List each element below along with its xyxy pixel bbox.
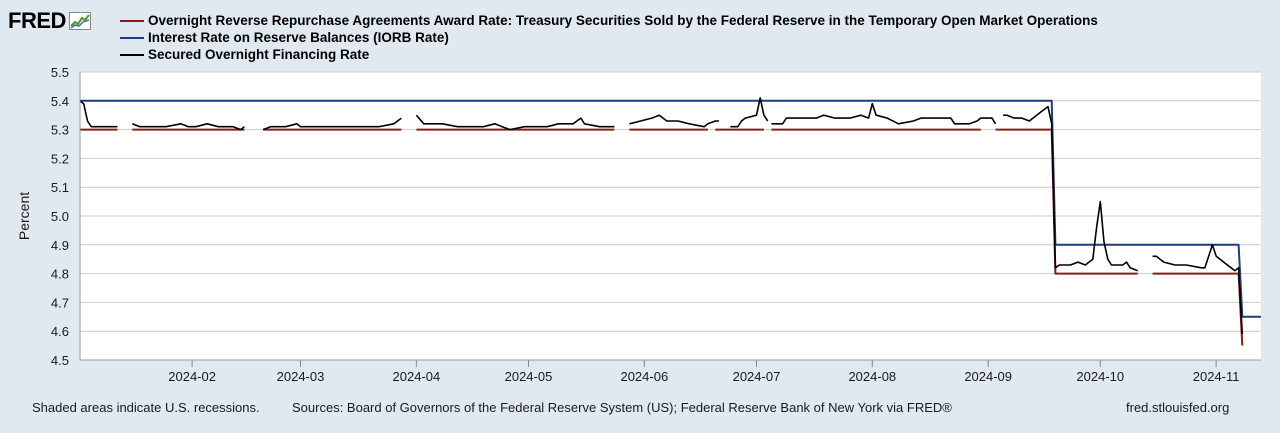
fred-logo[interactable]: FRED	[8, 8, 91, 34]
line-chart-icon	[68, 12, 91, 30]
y-tick-label: 5.2	[51, 151, 69, 166]
legend-label-rrp: Overnight Reverse Repurchase Agreements …	[148, 13, 1098, 28]
x-tick-label: 2024-02	[168, 369, 216, 384]
y-tick-label: 4.5	[51, 353, 69, 368]
x-tick-label: 2024-10	[1076, 369, 1124, 384]
x-tick-label: 2024-11	[1193, 369, 1240, 384]
series-sofr-line	[1003, 105, 1138, 272]
series-iorb-line	[80, 99, 1261, 318]
legend-item-sofr[interactable]: Secured Overnight Financing Rate	[120, 46, 1098, 63]
y-tick-label: 4.9	[51, 238, 69, 253]
source-url-link[interactable]: fred.stlouisfed.org	[1126, 400, 1230, 415]
y-tick-label: 5.1	[51, 180, 69, 195]
series-sofr-line	[415, 114, 615, 131]
series-sofr-line	[262, 117, 402, 131]
x-tick-label: 2024-09	[964, 369, 1012, 384]
series-sofr-line	[629, 114, 720, 128]
y-tick-label: 5.3	[51, 123, 69, 138]
series-sofr-line	[79, 100, 118, 128]
legend-item-iorb[interactable]: Interest Rate on Reserve Balances (IORB …	[120, 29, 1098, 46]
line-chart[interactable]: 4.5 4.6 4.7 4.8 4.9 5.0 5.1 5.2 5.3 5.4 5.5 2024-02…	[0, 0, 1280, 400]
x-tick-label: 2024-04	[393, 369, 441, 384]
y-tick-label: 4.7	[51, 295, 69, 310]
x-tick-label: 2024-08	[848, 369, 896, 384]
x-tick-label: 2024-07	[733, 369, 781, 384]
x-tick-label: 2024-06	[620, 369, 668, 384]
y-axis-label: Percent	[16, 192, 32, 240]
legend-label-iorb: Interest Rate on Reserve Balances (IORB …	[148, 30, 449, 45]
series-sofr-line	[730, 97, 769, 128]
series-sofr-line	[132, 123, 245, 131]
x-tick-label: 2024-05	[505, 369, 553, 384]
legend-swatch-iorb	[120, 36, 144, 39]
legend-swatch-sofr	[120, 53, 144, 56]
series-sofr-line	[771, 102, 997, 125]
y-tick-label: 5.4	[51, 94, 69, 109]
chart-legend: Overnight Reverse Repurchase Agreements …	[120, 12, 1098, 63]
y-tick-label: 5.5	[51, 65, 69, 80]
legend-item-rrp[interactable]: Overnight Reverse Repurchase Agreements …	[120, 12, 1098, 29]
series-sofr-line	[1152, 244, 1244, 335]
axes: 4.5 4.6 4.7 4.8 4.9 5.0 5.1 5.2 5.3 5.4 5.5 2024-02…	[51, 65, 1261, 384]
sources-note: Sources: Board of Governors of the Feder…	[292, 400, 952, 415]
y-tick-label: 5.0	[51, 209, 69, 224]
legend-label-sofr: Secured Overnight Financing Rate	[148, 47, 370, 62]
x-tick-label: 2024-03	[277, 369, 325, 384]
legend-swatch-rrp	[120, 19, 144, 22]
y-tick-label: 4.8	[51, 267, 69, 282]
series-lines	[79, 97, 1261, 346]
recession-note: Shaded areas indicate U.S. recessions.	[32, 400, 260, 415]
logo-text: FRED	[8, 8, 66, 33]
y-tick-label: 4.6	[51, 324, 69, 339]
